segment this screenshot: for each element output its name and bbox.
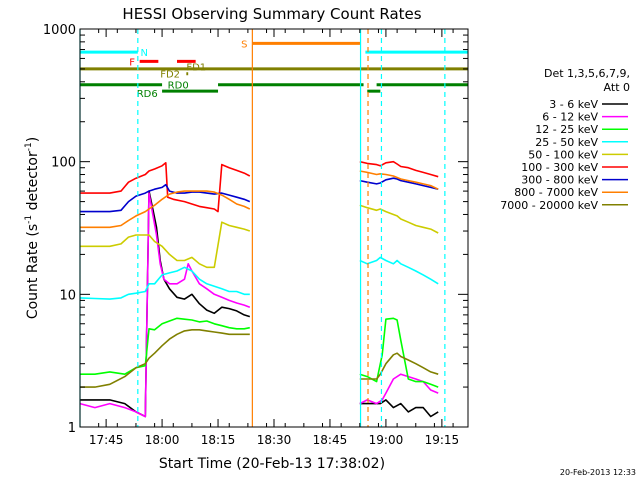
y-tick-label: 1 bbox=[68, 421, 76, 436]
y-tick-label: 1000 bbox=[43, 23, 76, 38]
legend-label: 12 - 25 keV bbox=[535, 123, 598, 136]
chart-title: HESSI Observing Summary Count Rates bbox=[122, 5, 421, 23]
status-label-rd6: RD6 bbox=[137, 89, 158, 100]
legend-label: 800 - 7000 keV bbox=[514, 186, 598, 199]
legend-label: 300 - 800 keV bbox=[521, 174, 598, 187]
status-label-rd0: RD0 bbox=[168, 81, 189, 92]
series-line-25-50-kev bbox=[79, 256, 439, 300]
status-label-f: F bbox=[129, 57, 135, 68]
status-label-n: N bbox=[140, 48, 147, 59]
y-axis-label: Count Rate (s-1 detector-1) bbox=[24, 137, 41, 319]
legend-label: 50 - 100 keV bbox=[528, 148, 598, 161]
x-tick-label: 18:15 bbox=[201, 433, 236, 447]
status-label-fd2: FD2 bbox=[160, 70, 180, 81]
y-axis-label-part: detector bbox=[25, 151, 41, 215]
series-line-100-300-kev bbox=[80, 160, 439, 213]
x-tick-label: 18:00 bbox=[145, 433, 180, 447]
x-tick-label: 18:30 bbox=[257, 433, 292, 447]
series-line-6-12-kev bbox=[79, 192, 439, 418]
x-tick-label: 17:45 bbox=[89, 433, 124, 447]
x-tick-label: 19:15 bbox=[425, 433, 460, 447]
footer-timestamp: 20-Feb-2013 12:33 bbox=[560, 468, 636, 477]
series-line-300-800-kev bbox=[80, 177, 439, 213]
legend-label: 3 - 6 keV bbox=[549, 98, 598, 111]
y-axis-label-sup: -1 bbox=[24, 142, 34, 151]
x-tick-label: 19:00 bbox=[369, 433, 404, 447]
legend-title: Det 1,3,5,6,7,9, bbox=[544, 67, 630, 80]
legend-label: 7000 - 20000 keV bbox=[500, 199, 598, 212]
y-tick-label: 100 bbox=[51, 156, 76, 171]
y-axis-label-part: ) bbox=[25, 137, 41, 142]
axes: 17:45 18:00 18:15 18:30 18:45 19:00 19:15 1 10 10… bbox=[43, 23, 468, 447]
legend-subtitle: Att 0 bbox=[604, 81, 630, 94]
series-line-50-100-kev bbox=[80, 204, 439, 269]
status-label-s: S bbox=[241, 39, 247, 50]
y-tick-label: 10 bbox=[59, 288, 76, 303]
legend-label: 6 - 12 keV bbox=[542, 111, 598, 124]
x-tick-label: 18:45 bbox=[313, 433, 348, 447]
event-markers bbox=[79, 29, 446, 427]
data-series bbox=[79, 160, 439, 418]
legend-label: 25 - 50 keV bbox=[535, 136, 598, 149]
series-line-800-7000-kev bbox=[80, 170, 439, 229]
status-label-fd1: FD1 bbox=[186, 63, 206, 74]
legend-label: 100 - 300 keV bbox=[521, 161, 598, 174]
series-line-12-25-kev bbox=[80, 317, 439, 388]
y-axis-label-part: Count Rate (s bbox=[25, 224, 41, 319]
series-line-3-6-kev bbox=[80, 190, 439, 418]
series-line-7000-20000-kev bbox=[80, 329, 439, 388]
x-axis-label: Start Time (20-Feb-13 17:38:02) bbox=[159, 456, 385, 472]
y-axis-label-sup: -1 bbox=[24, 215, 34, 224]
